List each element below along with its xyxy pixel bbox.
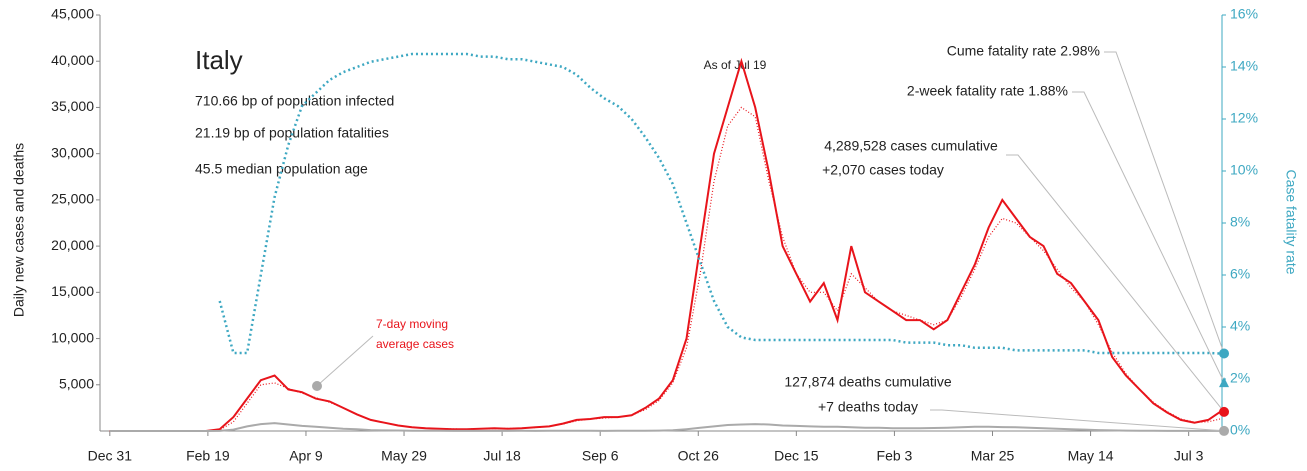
leader-line [1072, 91, 1225, 383]
x-tick-label: Dec 31 [88, 448, 133, 464]
y-tick-label: 40,000 [51, 52, 94, 68]
callout: +2,070 cases today [822, 162, 944, 178]
x-tick-label: May 29 [381, 448, 427, 464]
callout: +7 deaths today [818, 399, 918, 415]
x-tick-label: Mar 25 [971, 448, 1015, 464]
y2-tick-label: 14% [1230, 58, 1258, 74]
leader-line [1104, 51, 1225, 354]
end-marker [1219, 406, 1230, 417]
callout: 4,289,528 cases cumulative [824, 138, 998, 154]
y2-tick-label: 0% [1230, 422, 1250, 438]
stat: 21.19 bp of population fatalities [195, 125, 389, 141]
x-tick-label: Sep 6 [582, 448, 619, 464]
y-tick-label: 35,000 [51, 98, 94, 114]
end-marker [1219, 348, 1230, 359]
x-tick-label: Jul 18 [483, 448, 521, 464]
y-tick-label: 20,000 [51, 237, 94, 253]
as-of: As of Jul 19 [704, 58, 767, 72]
series-line [109, 422, 1220, 432]
end-marker [1219, 425, 1230, 436]
x-tick-label: Apr 9 [289, 448, 323, 464]
end-marker [1219, 377, 1230, 388]
x-tick-label: Dec 15 [774, 448, 819, 464]
x-tick-label: Feb 3 [877, 448, 913, 464]
y2-tick-label: 8% [1230, 214, 1250, 230]
y2-tick-label: 6% [1230, 266, 1250, 282]
series-line [109, 57, 1221, 432]
x-tick-label: Oct 26 [678, 448, 719, 464]
y-tick-label: 15,000 [51, 283, 94, 299]
y2-tick-label: 10% [1230, 162, 1258, 178]
y-tick-label: 5,000 [59, 375, 94, 391]
leader-line [930, 409, 1225, 432]
series-line [109, 106, 1221, 432]
callout: Cume fatality rate 2.98% [947, 43, 1100, 59]
leader-line [317, 335, 374, 386]
ma-note: 7-day moving [376, 317, 448, 331]
y-axis-title: Daily new cases and deaths [11, 143, 27, 317]
x-tick-label: Jul 3 [1174, 448, 1204, 464]
y-tick-label: 25,000 [51, 191, 94, 207]
y2-axis-title: Case fatality rate [1283, 169, 1299, 274]
callout: 127,874 deaths cumulative [784, 374, 952, 390]
series-line [218, 52, 1221, 355]
x-tick-label: Feb 19 [186, 448, 230, 464]
y-tick-label: 10,000 [51, 329, 94, 345]
chart-title: Italy [195, 45, 243, 75]
callout: 2-week fatality rate 1.88% [907, 83, 1068, 99]
y2-tick-label: 16% [1230, 6, 1258, 22]
y-tick-label: 30,000 [51, 144, 94, 160]
y-tick-label: 45,000 [51, 6, 94, 22]
ma-note: average cases [376, 337, 454, 351]
y2-tick-label: 4% [1230, 318, 1250, 334]
y2-tick-label: 12% [1230, 110, 1258, 126]
ma-marker [312, 381, 322, 391]
leader-line [1006, 154, 1225, 413]
x-tick-label: May 14 [1068, 448, 1114, 464]
y2-tick-label: 2% [1230, 370, 1250, 386]
stat: 710.66 bp of population infected [195, 93, 394, 109]
